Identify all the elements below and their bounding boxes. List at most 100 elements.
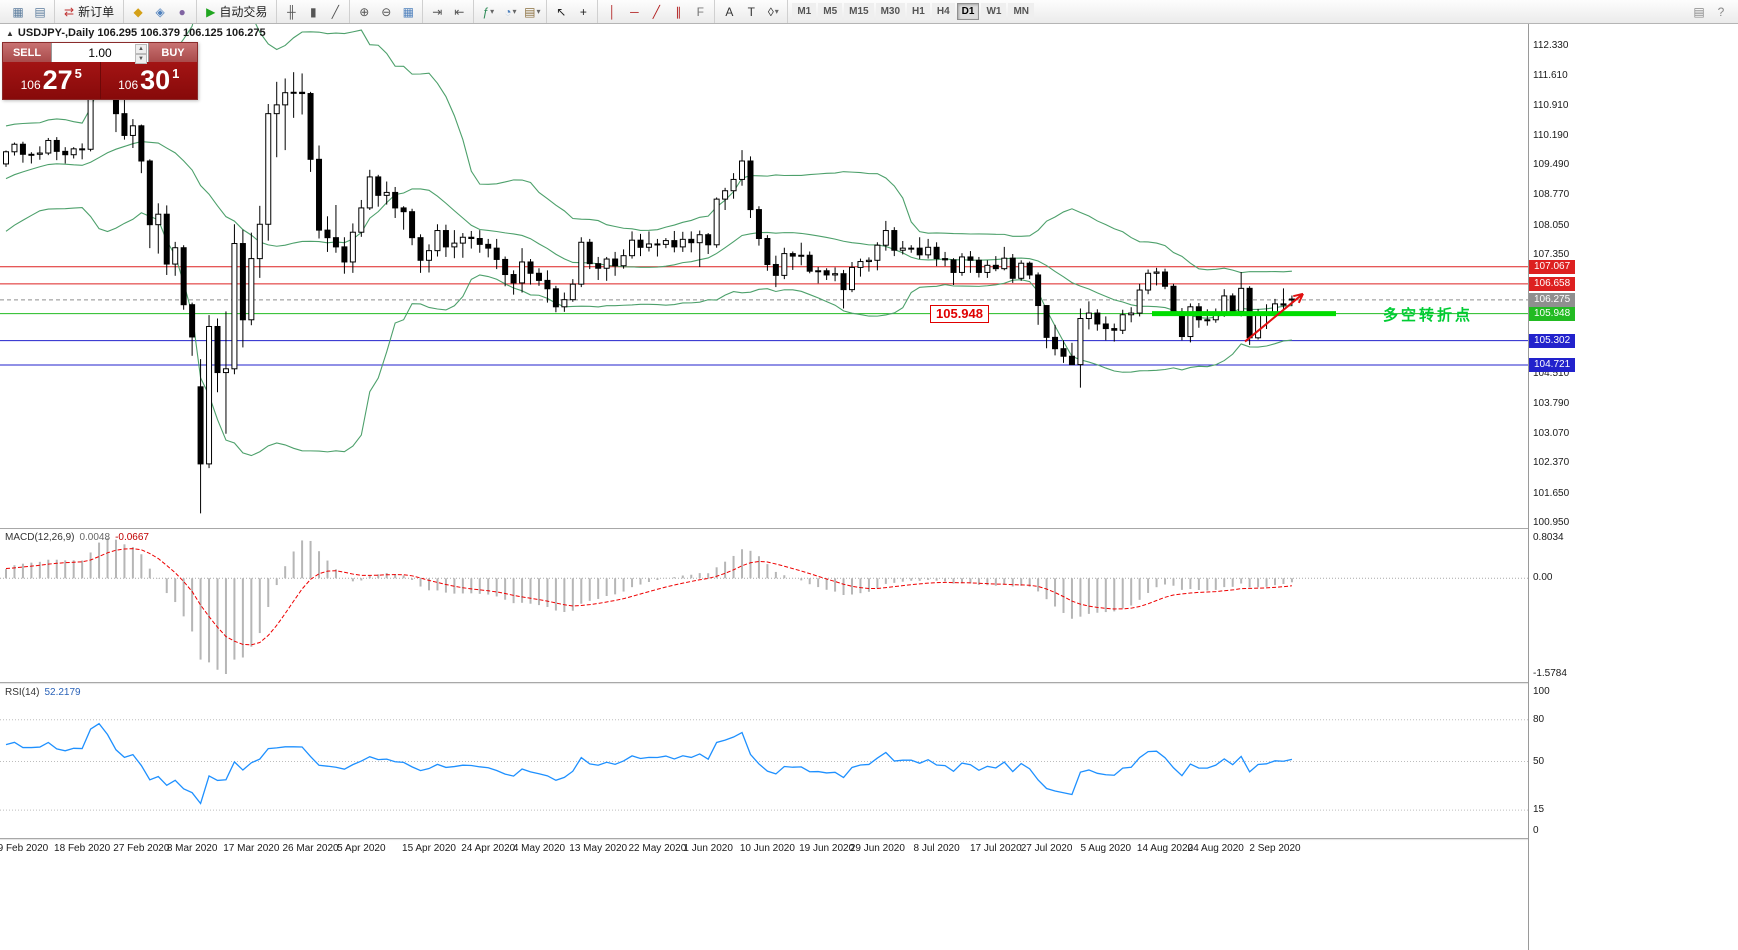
toolbar-group: ƒ ▾ ◔ ▾ ▤ ▾ xyxy=(474,0,548,23)
crosshair-icon[interactable]: + xyxy=(573,3,593,21)
volume-down-icon[interactable]: ▼ xyxy=(135,54,147,64)
new-order-button[interactable]: ⇄ 新订单 xyxy=(58,3,120,21)
print-icon[interactable]: ▤ xyxy=(1693,4,1705,19)
timeframe-m5[interactable]: M5 xyxy=(818,3,843,20)
sell-price-box[interactable]: 106 27 5 xyxy=(3,62,101,99)
tile-windows-icon[interactable]: ▦ xyxy=(398,3,418,21)
zoom-out-icon[interactable]: ⊖ xyxy=(376,3,396,21)
profiles-icon[interactable]: ▤ xyxy=(30,3,50,21)
periods-icon: ◔ xyxy=(504,4,512,19)
macd-axis-label: 0.8034 xyxy=(1533,532,1564,543)
toolbar-group: ⇥ ⇤ xyxy=(423,0,475,23)
candlestick-chart-icon[interactable]: ▮ xyxy=(303,3,323,21)
macd-main-value: 0.0048 xyxy=(79,532,111,543)
autotrading-button[interactable]: ▶ 自动交易 xyxy=(200,3,273,21)
rsi-axis-label: 80 xyxy=(1533,713,1545,725)
cursor-icon: ↖ xyxy=(556,4,567,19)
date-label: 5 Apr 2020 xyxy=(337,843,386,854)
toolbar-group: ▶ 自动交易 xyxy=(197,0,278,23)
trade-panel-prices: 106 27 5 106 30 1 xyxy=(3,62,197,99)
line-chart-icon[interactable]: ╱ xyxy=(325,3,345,21)
macd-signal-value: -0.0667 xyxy=(115,532,149,543)
text-label-icon[interactable]: T xyxy=(741,3,761,21)
market-watch-icon[interactable]: ◆ xyxy=(128,3,148,21)
sell-price-pips: 27 xyxy=(42,65,73,95)
help-icon[interactable]: ? xyxy=(1717,4,1725,19)
date-label: 22 May 2020 xyxy=(628,843,687,854)
trendline-icon[interactable]: ╱ xyxy=(646,3,666,21)
toolbar-group: ▦ ▤ xyxy=(4,0,55,23)
price-axis-label: 111.610 xyxy=(1533,70,1568,82)
timeframe-m1[interactable]: M1 xyxy=(792,3,817,20)
pane-separator[interactable] xyxy=(0,528,1738,530)
rsi-axis-label: 50 xyxy=(1533,755,1545,767)
price-tag: 106.658 xyxy=(1529,276,1576,291)
timeframe-mn[interactable]: MN xyxy=(1008,3,1034,20)
date-label: 17 Mar 2020 xyxy=(223,843,280,854)
vertical-line-icon[interactable]: │ xyxy=(602,3,622,21)
pane-separator[interactable] xyxy=(0,838,1738,841)
buy-button[interactable]: BUY xyxy=(149,43,197,62)
macd-axis-label: -1.5784 xyxy=(1533,668,1567,679)
toolbar-group: ↖ + xyxy=(547,0,599,23)
text-icon[interactable]: A xyxy=(719,3,739,21)
vertical-line-icon: │ xyxy=(608,4,617,19)
sell-price-prefix: 106 xyxy=(20,77,41,92)
new-order-button: ⇄ xyxy=(64,4,75,19)
cursor-icon[interactable]: ↖ xyxy=(551,3,571,21)
navigator-icon[interactable]: ◈ xyxy=(150,3,170,21)
buy-price-box[interactable]: 106 30 1 xyxy=(101,62,198,99)
zoom-in-icon: ⊕ xyxy=(359,4,370,19)
timeframe-m15[interactable]: M15 xyxy=(844,3,874,20)
fibonacci-icon[interactable]: F xyxy=(690,3,710,21)
date-label: 29 Jun 2020 xyxy=(849,843,905,854)
macd-name: MACD(12,26,9) xyxy=(5,532,75,543)
price-axis-label: 100.950 xyxy=(1533,516,1570,528)
horizontal-line-icon[interactable]: ─ xyxy=(624,3,644,21)
channel-icon: ∥ xyxy=(675,4,682,19)
timeframe-w1[interactable]: W1 xyxy=(981,3,1007,20)
indicators-icon[interactable]: ƒ ▾ xyxy=(478,3,498,21)
new-chart-icon[interactable]: ▦ xyxy=(8,3,28,21)
rsi-canvas[interactable] xyxy=(0,685,1528,838)
zoom-in-icon[interactable]: ⊕ xyxy=(354,3,374,21)
timeframe-h1[interactable]: H1 xyxy=(907,3,930,20)
date-axis[interactable]: 9 Feb 2020 18 Feb 2020 27 Feb 2020 8 Mar 20… xyxy=(0,841,1528,856)
price-axis[interactable]: 112.330 111.610 110.910 110.190 109.490 108.7… xyxy=(1528,24,1738,950)
date-label: 27 Jul 2020 xyxy=(1020,843,1073,854)
rsi-label: RSI(14) 52.2179 xyxy=(5,687,81,698)
price-axis-label: 108.050 xyxy=(1533,219,1570,231)
rsi-axis-label: 100 xyxy=(1533,686,1550,697)
volume-input[interactable] xyxy=(52,43,148,62)
bar-chart-icon[interactable]: ╫ xyxy=(281,3,301,21)
terminal-icon[interactable]: ● xyxy=(172,3,192,21)
text-label-icon: T xyxy=(747,4,755,19)
auto-scroll-icon[interactable]: ⇥ xyxy=(427,3,447,21)
buy-price-point: 1 xyxy=(172,66,180,81)
timeframe-h4[interactable]: H4 xyxy=(931,3,955,20)
collapse-panel-icon[interactable]: ▲ xyxy=(6,29,14,38)
templates-icon[interactable]: ▤ ▾ xyxy=(522,3,542,21)
sell-price-point: 5 xyxy=(74,66,82,81)
pane-separator[interactable] xyxy=(0,682,1738,685)
timeframe-d1[interactable]: D1 xyxy=(956,3,980,20)
navigator-icon: ◈ xyxy=(155,4,165,19)
shapes-icon[interactable]: ◊ ▾ xyxy=(763,3,783,21)
date-label: 10 Jun 2020 xyxy=(739,843,795,854)
caret-down-icon: ▾ xyxy=(512,7,517,16)
chart-shift-icon[interactable]: ⇤ xyxy=(449,3,469,21)
toolbar-group: A T ◊ ▾ xyxy=(715,0,789,23)
toolbar: ▦ ▤ ⇄ 新订单 ◆ ◈ ● ▶ 自动交易 ╫ ▮ ╱ ⊕ ⊖ ▦ ⇥ ⇤ ƒ ▾ ◔ ▾ ▤ ▾ ↖ + │ ─ ╱ ∥ F A T ◊ ▾ M… xyxy=(0,0,1738,24)
profiles-icon: ▤ xyxy=(34,4,46,19)
timeframe-m30[interactable]: M30 xyxy=(875,3,906,20)
periods-icon[interactable]: ◔ ▾ xyxy=(500,3,520,21)
volume-up-icon[interactable]: ▲ xyxy=(135,44,147,54)
trendline-icon: ╱ xyxy=(652,4,660,19)
toolbar-group: ╫ ▮ ╱ xyxy=(277,0,351,23)
main-chart-canvas[interactable] xyxy=(0,24,1528,528)
macd-canvas[interactable] xyxy=(0,530,1528,682)
sell-button[interactable]: SELL xyxy=(3,43,51,62)
candlestick-chart-icon: ▮ xyxy=(310,4,317,19)
channel-icon[interactable]: ∥ xyxy=(668,3,688,21)
